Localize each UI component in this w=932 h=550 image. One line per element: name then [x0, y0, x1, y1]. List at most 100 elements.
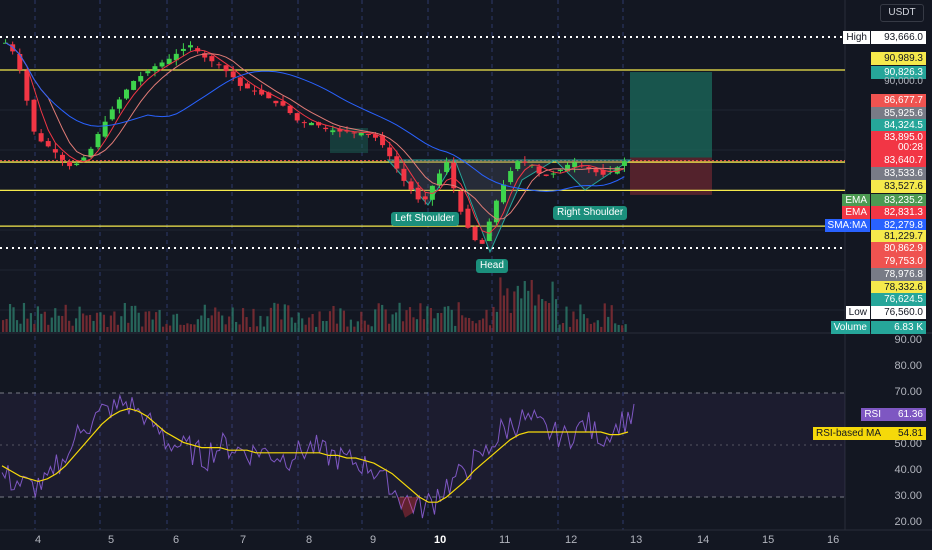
time-axis-tick: 13 [630, 534, 643, 546]
volume-bar [2, 320, 5, 332]
candle-body [95, 134, 101, 148]
candle-body [387, 147, 393, 157]
volume-bar [332, 305, 335, 332]
candle-body [166, 58, 172, 65]
volume-bar [207, 318, 210, 332]
volume-bar [214, 307, 217, 332]
candle-body [586, 167, 592, 169]
candle-body [230, 71, 236, 78]
rsi-value-badge: 61.36 [884, 408, 926, 421]
volume-bar [575, 319, 579, 332]
volume-bar [301, 318, 304, 332]
price-badge: 90,826.3 [871, 66, 926, 79]
candle-body [280, 101, 286, 106]
price-badge-label: Low [845, 306, 870, 319]
volume-bar [102, 314, 106, 332]
volume-bar [12, 307, 15, 332]
candle-body [351, 132, 357, 134]
left-shoulder-label: Left Shoulder [391, 212, 459, 226]
volume-bar [228, 316, 231, 332]
candle-body [365, 134, 371, 136]
volume-bar [408, 307, 412, 332]
candle-body [316, 122, 322, 126]
volume-bar [134, 305, 137, 332]
time-axis-tick: 15 [762, 534, 775, 546]
candle-body [436, 173, 442, 186]
volume-bar [200, 315, 203, 332]
price-badge: 83,895.0 [871, 131, 926, 144]
volume-bar [454, 325, 457, 332]
volume-bar [464, 317, 467, 332]
volume-bar [290, 317, 293, 332]
volume-bar [210, 315, 213, 332]
rsi-oversold-fill [398, 497, 418, 518]
rsi-value-badge: 54.81 [884, 427, 926, 440]
volume-bar [315, 326, 318, 332]
volume-bar [175, 313, 179, 332]
volume-bar [450, 309, 453, 332]
price-levels [0, 36, 845, 249]
volume-bar [614, 323, 617, 332]
price-badge: 78,976.8 [871, 268, 926, 281]
volume-bar [342, 310, 346, 332]
small-zone [330, 128, 368, 153]
volume-bar [120, 316, 123, 332]
volume-bar [554, 299, 558, 332]
price-badge: 90,989.3 [871, 52, 926, 65]
price-badge: 83,235.2 [871, 194, 926, 207]
candle-body [536, 166, 542, 174]
rsi-axis-tick: 20.00 [894, 516, 922, 528]
volume-bar [412, 317, 415, 332]
volume-bar [499, 277, 502, 332]
time-axis-tick: 12 [565, 534, 578, 546]
volume-bar [116, 324, 119, 332]
rsi-axis-tick: 50.00 [894, 438, 922, 450]
candle-body [557, 169, 563, 172]
candle-body [593, 168, 599, 173]
candle-body [123, 89, 129, 99]
candle-body [88, 148, 94, 158]
currency-selector[interactable]: USDT [880, 4, 924, 22]
volume-bar [280, 319, 283, 332]
volume-bar [534, 305, 537, 332]
long-position-tool[interactable] [330, 72, 712, 195]
time-axis-tick: 6 [173, 534, 180, 546]
candle-body [565, 164, 571, 172]
candle-body [45, 141, 51, 147]
volume-bar [565, 306, 568, 332]
volume-bar [287, 305, 290, 332]
volume-bar [161, 326, 165, 332]
volume-bar [109, 315, 113, 332]
volume-bar [603, 303, 606, 332]
volume-bar [276, 303, 279, 332]
volume-bar [461, 315, 464, 332]
volume-bar [141, 326, 144, 332]
ema-slow-line [5, 42, 625, 220]
volume-bar [447, 306, 450, 332]
volume-bar [492, 306, 495, 332]
volume-bar [356, 321, 359, 332]
volume-bar [130, 305, 133, 332]
volume-bar [527, 290, 530, 332]
volume-bar [15, 320, 19, 332]
candle-body [451, 162, 457, 189]
volume-bar [429, 307, 432, 332]
volume-bar [353, 326, 356, 332]
volume-bar [495, 311, 499, 332]
candle-body [17, 53, 23, 70]
candle-body [138, 76, 144, 82]
volume-bar [123, 302, 126, 332]
candle-body [479, 239, 485, 244]
rsi-line [1, 393, 635, 519]
price-badge: 80,862.9 [871, 242, 926, 255]
volume-bar [335, 323, 339, 332]
price-badge: 83,533.6 [871, 167, 926, 180]
candle-body [244, 83, 250, 89]
candle-body [159, 62, 165, 67]
candle-body [572, 162, 578, 168]
volume-bar [502, 295, 505, 332]
candle-body [515, 161, 521, 169]
price-badge-label: SMA:MA [824, 219, 870, 232]
candle-body [550, 173, 556, 175]
